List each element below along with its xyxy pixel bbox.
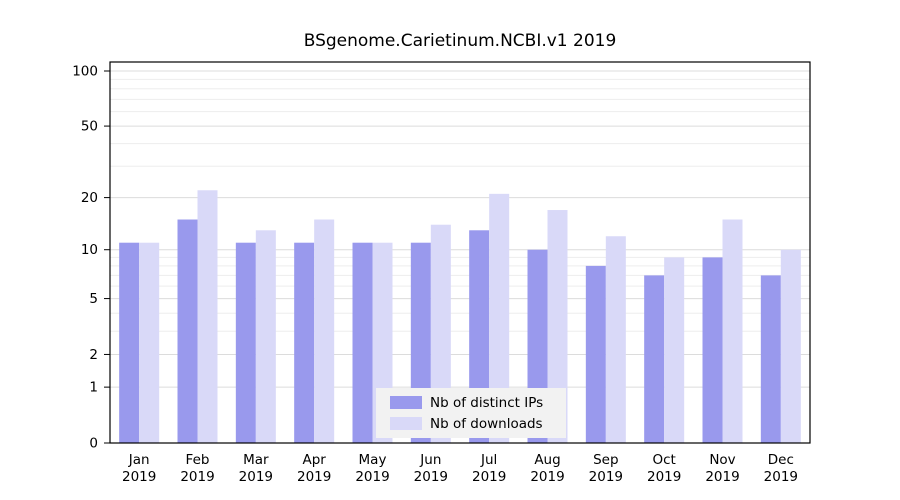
y-tick-label: 20 (81, 190, 98, 206)
x-tick-label-year: 2019 (239, 469, 273, 485)
x-tick-label-year: 2019 (180, 469, 214, 485)
x-tick-label-month: Nov (709, 452, 735, 468)
x-tick-label-year: 2019 (530, 469, 564, 485)
bar-downloads-feb (197, 190, 218, 443)
bar-downloads-sep (605, 236, 626, 443)
bar-downloads-aug (547, 210, 568, 443)
x-tick-label-year: 2019 (414, 469, 448, 485)
x-tick-label-year: 2019 (589, 469, 623, 485)
x-tick-label-year: 2019 (705, 469, 739, 485)
bar-downloads-jul (489, 193, 510, 443)
bar-distinct-ips-feb (177, 219, 198, 443)
legend-label-downloads: Nb of downloads (430, 416, 543, 432)
x-tick-label-year: 2019 (122, 469, 156, 485)
legend-swatch-downloads (390, 417, 422, 430)
legend-label-distinct-ips: Nb of distinct IPs (430, 395, 543, 411)
bar-downloads-apr (314, 219, 335, 443)
y-tick-label: 5 (89, 291, 98, 307)
x-tick-label-month: Aug (534, 452, 560, 468)
y-axis: 0 1 2 5 10 20 50 100 (72, 64, 110, 452)
bar-downloads-mar (255, 230, 276, 443)
x-tick-label-month: Mar (243, 452, 269, 468)
legend: Nb of distinct IPs Nb of downloads (376, 388, 566, 438)
plot-border (109, 61, 811, 444)
bar-downloads-jan (139, 242, 160, 443)
gridlines (110, 70, 810, 388)
legend-swatch-distinct-ips (390, 396, 422, 409)
x-tick-label-month: Feb (186, 452, 210, 468)
x-tick-label-month: Apr (302, 452, 326, 468)
x-tick-label-month: Jul (480, 452, 497, 468)
bar-distinct-ips-sep (585, 265, 606, 443)
bar-distinct-ips-jan (119, 242, 140, 443)
chart-title: BSgenome.Carietinum.NCBI.v1 2019 (304, 31, 617, 51)
bar-distinct-ips-apr (294, 242, 315, 443)
bar-distinct-ips-dec (760, 275, 781, 443)
x-tick-label-month: Sep (593, 452, 618, 468)
x-tick-label-month: Oct (652, 452, 675, 468)
x-tick-label-month: May (359, 452, 387, 468)
bar-distinct-ips-may (352, 242, 373, 443)
bar-downloads-oct (664, 257, 685, 443)
y-tick-label: 1 (89, 380, 98, 396)
x-axis: Jan2019Feb2019Mar2019Apr2019May2019Jun20… (122, 452, 798, 485)
bar-distinct-ips-mar (235, 242, 256, 443)
x-tick-label-year: 2019 (764, 469, 798, 485)
x-tick-label-year: 2019 (297, 469, 331, 485)
x-tick-label-year: 2019 (647, 469, 681, 485)
x-tick-label-month: Jun (419, 452, 441, 468)
x-tick-label-month: Jan (128, 452, 150, 468)
bar-downloads-dec (780, 249, 801, 443)
y-tick-label: 2 (89, 347, 98, 363)
y-tick-label: 10 (81, 242, 98, 258)
y-tick-label: 100 (72, 64, 98, 80)
x-tick-label-year: 2019 (355, 469, 389, 485)
bar-downloads-nov (722, 219, 743, 443)
x-tick-label-year: 2019 (472, 469, 506, 485)
y-tick-label: 0 (89, 436, 98, 452)
bar-distinct-ips-oct (644, 275, 665, 443)
x-tick-label-month: Dec (768, 452, 794, 468)
y-tick-label: 50 (81, 119, 98, 135)
bar-distinct-ips-nov (702, 257, 723, 443)
